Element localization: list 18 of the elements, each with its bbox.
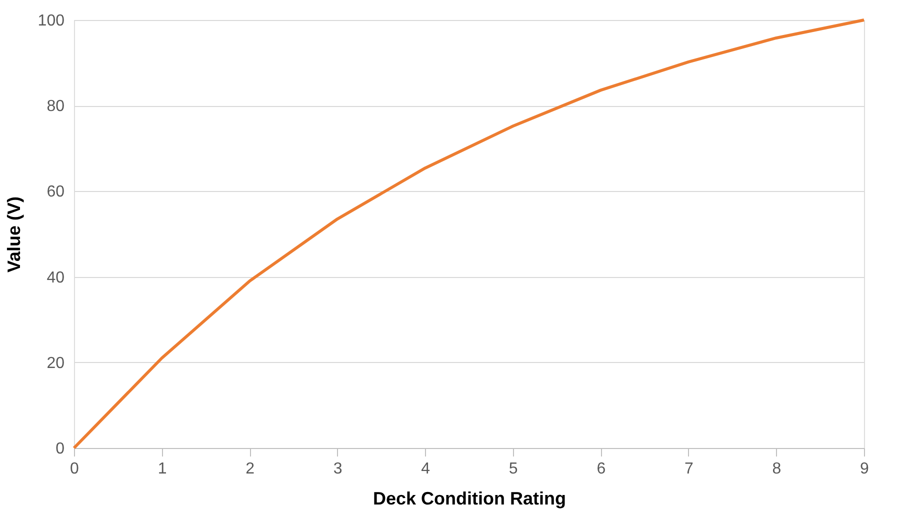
y-tick-label: 80 <box>46 98 65 116</box>
x-tick-label: 1 <box>158 460 167 478</box>
x-tick-label: 2 <box>246 460 255 478</box>
y-tick-label: 100 <box>38 12 65 30</box>
y-tick-label: 0 <box>56 440 65 458</box>
x-axis-title: Deck Condition Rating <box>373 488 566 508</box>
x-tick-label: 5 <box>508 460 518 478</box>
x-tick-label: 7 <box>684 460 694 478</box>
x-tick-label: 0 <box>70 460 80 478</box>
x-tick-label: 8 <box>772 460 782 478</box>
y-tick-label: 60 <box>46 184 65 201</box>
y-tick-label: 20 <box>46 354 65 372</box>
x-tick-label: 3 <box>333 460 342 478</box>
y-axis-title: Value (V) <box>4 196 24 273</box>
x-tick-label: 4 <box>421 460 430 478</box>
y-tick-label: 40 <box>46 269 65 286</box>
x-tick-label: 9 <box>860 460 870 478</box>
x-tick-label: 6 <box>596 460 606 478</box>
